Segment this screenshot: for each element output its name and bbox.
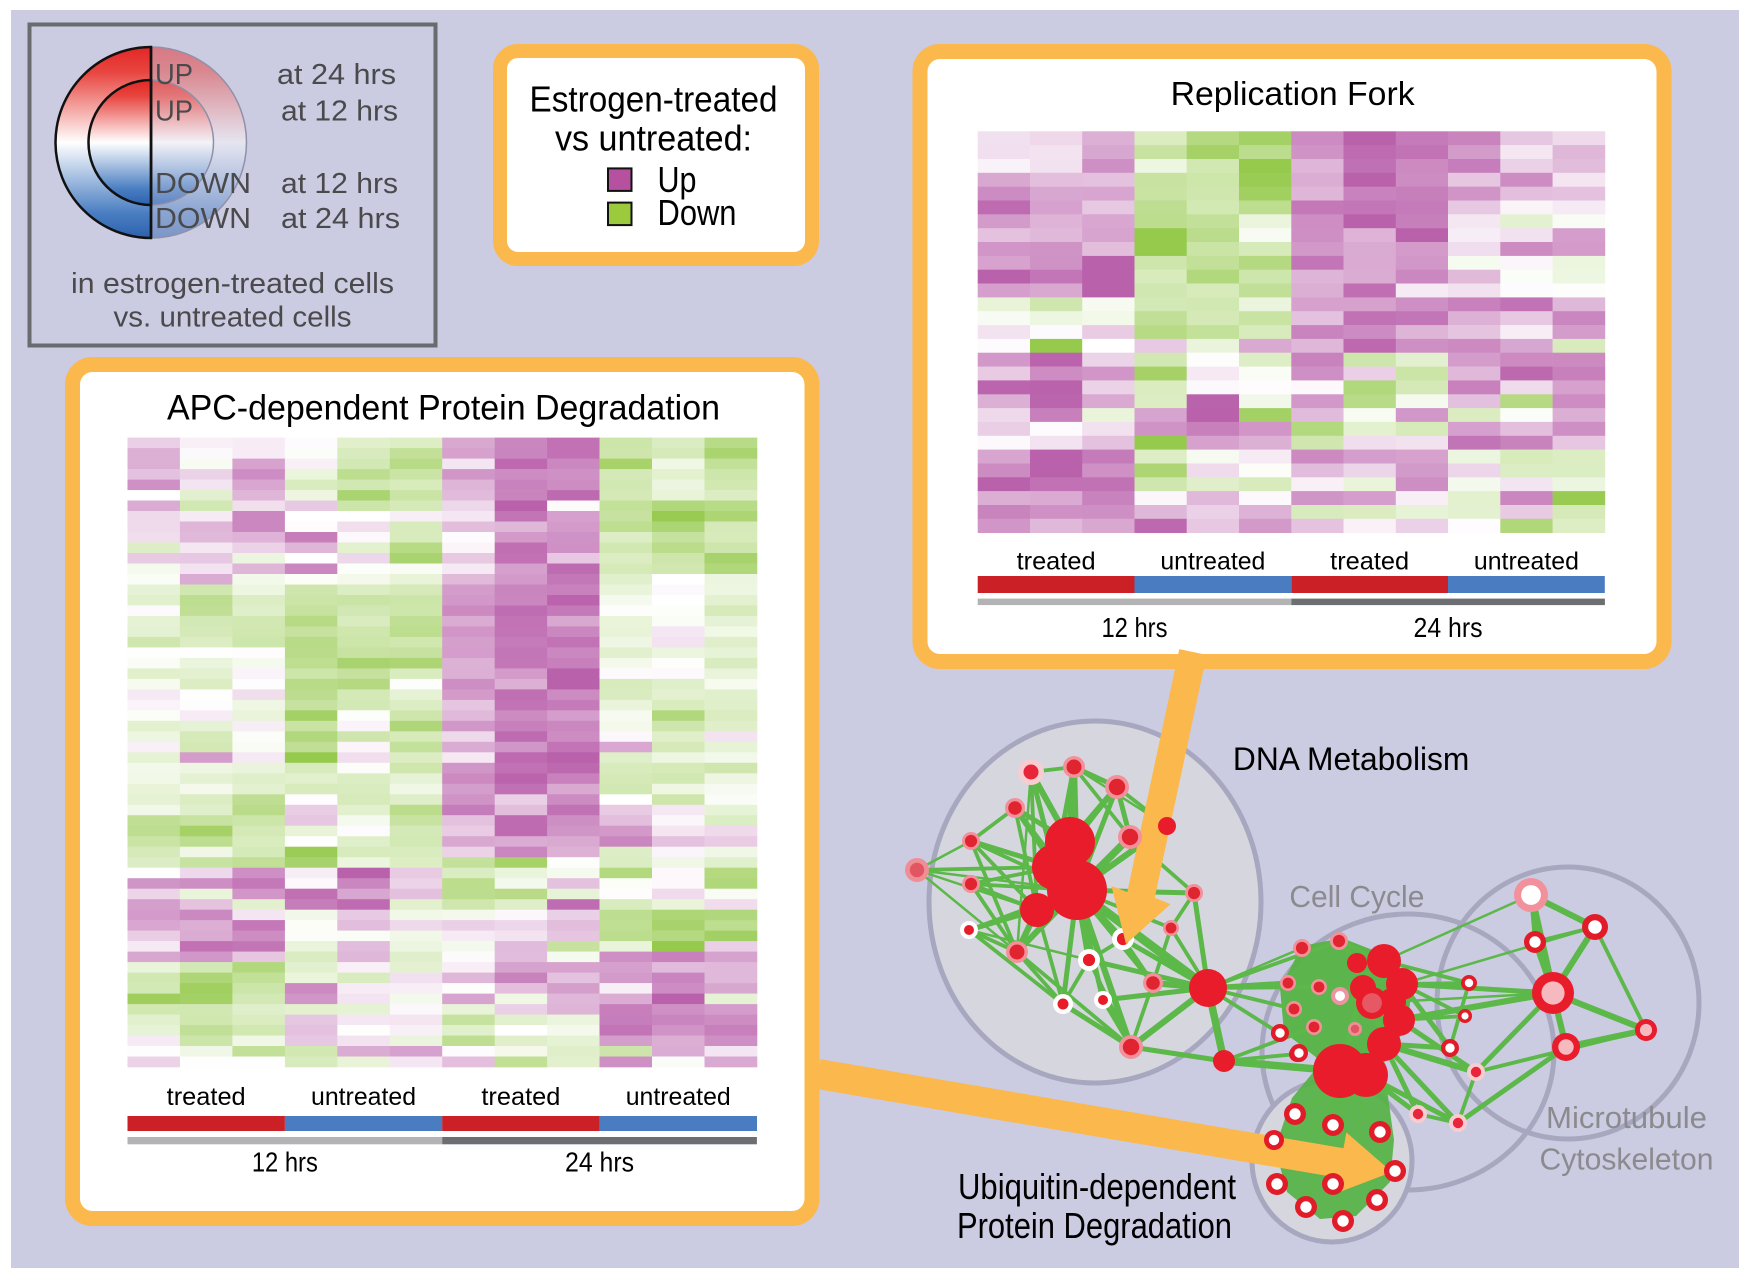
svg-text:at 24 hrs: at 24 hrs xyxy=(281,203,400,235)
svg-text:Ubiquitin-dependent: Ubiquitin-dependent xyxy=(958,1166,1236,1207)
svg-text:treated: treated xyxy=(167,1083,246,1111)
svg-text:UP: UP xyxy=(155,59,193,91)
svg-text:untreated: untreated xyxy=(1474,547,1579,575)
svg-text:untreated: untreated xyxy=(1160,547,1265,575)
svg-text:vs untreated:: vs untreated: xyxy=(555,117,752,158)
svg-text:DOWN: DOWN xyxy=(155,168,251,200)
svg-text:vs. untreated cells: vs. untreated cells xyxy=(114,302,352,334)
svg-text:Microtubule: Microtubule xyxy=(1546,1100,1707,1135)
svg-text:APC-dependent Protein Degradat: APC-dependent Protein Degradation xyxy=(167,388,720,427)
svg-text:treated: treated xyxy=(481,1083,560,1111)
svg-text:Up: Up xyxy=(658,159,697,200)
svg-text:DOWN: DOWN xyxy=(155,203,251,235)
svg-text:untreated: untreated xyxy=(626,1083,731,1111)
svg-text:Cell Cycle: Cell Cycle xyxy=(1289,879,1424,914)
svg-text:Estrogen-treated: Estrogen-treated xyxy=(530,78,778,119)
svg-text:at 24 hrs: at 24 hrs xyxy=(277,59,396,91)
svg-text:at 12 hrs: at 12 hrs xyxy=(281,96,398,128)
svg-text:24 hrs: 24 hrs xyxy=(565,1147,634,1178)
svg-text:at 12 hrs: at 12 hrs xyxy=(281,168,398,200)
svg-text:Replication Fork: Replication Fork xyxy=(1171,75,1416,112)
svg-text:Protein Degradation: Protein Degradation xyxy=(957,1205,1232,1246)
svg-text:24 hrs: 24 hrs xyxy=(1414,612,1483,643)
svg-text:12 hrs: 12 hrs xyxy=(252,1147,318,1178)
svg-text:in estrogen-treated cells: in estrogen-treated cells xyxy=(71,268,394,300)
svg-text:DNA Metabolism: DNA Metabolism xyxy=(1233,741,1470,777)
svg-text:Down: Down xyxy=(658,192,737,233)
svg-text:untreated: untreated xyxy=(311,1083,416,1111)
svg-text:UP: UP xyxy=(155,96,193,128)
svg-text:Cytoskeleton: Cytoskeleton xyxy=(1540,1142,1714,1177)
svg-text:treated: treated xyxy=(1017,547,1096,575)
svg-text:12 hrs: 12 hrs xyxy=(1101,612,1167,643)
svg-text:treated: treated xyxy=(1330,547,1409,575)
